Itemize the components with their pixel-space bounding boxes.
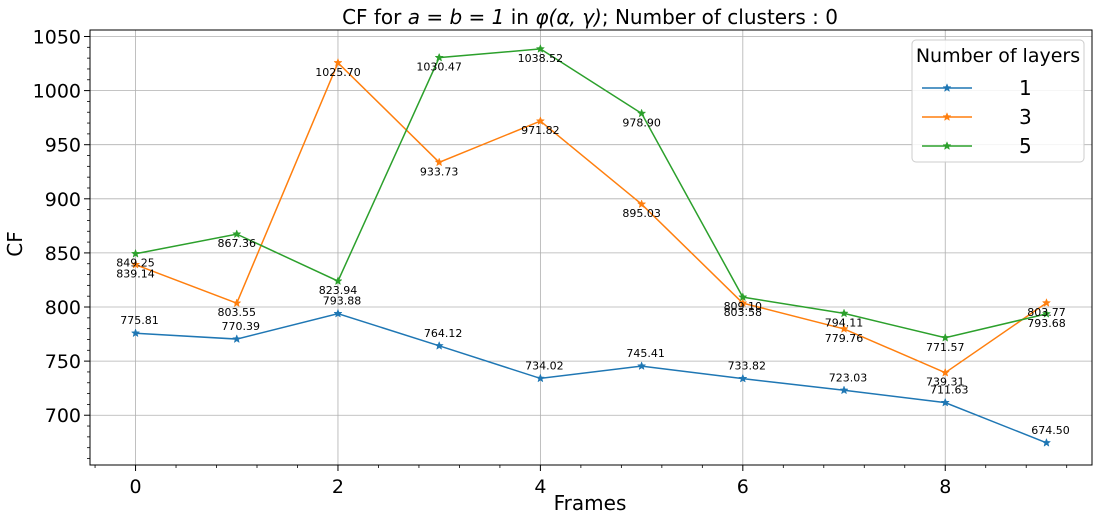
y-tick-label: 950 [45,135,81,157]
data-label: 849.25 [116,257,155,270]
data-point [130,328,141,338]
x-tick-label: 6 [737,476,749,498]
data-label: 745.41 [626,347,665,360]
data-label: 734.02 [525,359,564,372]
data-label: 1030.47 [416,61,462,74]
data-point [333,57,343,67]
data-point [1041,437,1052,447]
axis-ticks: 0 2 4 6 8 700 750 800 850 900 950 1000 1050 [33,26,1068,498]
data-point [434,52,444,62]
legend-marker [942,112,952,121]
data-point [130,259,141,269]
data-point [535,116,546,126]
data-point [232,298,242,308]
data-point [940,367,950,377]
legend-marker [942,83,952,92]
data-label: 771.57 [926,341,965,354]
legend-marker [942,141,952,150]
y-tick-label: 850 [45,243,81,265]
data-point [333,308,343,318]
data-label: 895.03 [622,207,661,220]
y-tick-label: 1000 [33,81,81,103]
data-label: 803.77 [1027,306,1066,319]
data-point [535,44,546,53]
y-axis-label: CF [3,231,27,256]
data-label: 723.03 [829,371,868,384]
data-label: 867.36 [218,237,257,250]
data-label: 933.73 [420,165,459,178]
data-point [738,298,748,308]
data-point [738,373,748,383]
data-point [940,332,950,342]
data-label: 1038.52 [518,52,564,65]
data-label: 803.58 [724,306,763,319]
data-point [130,248,141,258]
data-point [940,397,950,407]
data-point [333,276,343,286]
legend-entry-label: 1 [1019,76,1032,100]
data-labels: 775.81 770.39 793.88 764.12 734.02 745.41 733.… [116,52,1069,437]
legend-entry-label: 3 [1019,105,1032,129]
data-point [636,361,647,371]
series-line-3 [135,61,1047,374]
data-point [738,292,748,302]
y-tick-label: 1050 [33,26,81,48]
x-tick-label: 0 [129,476,141,498]
legend-entry-label: 5 [1019,134,1032,158]
grid-lines [90,30,1092,465]
data-point [434,157,444,167]
legend: Number of layers 1 3 5 [911,39,1085,163]
chart-title: CF for a = b = 1 in φ(α, γ); Number of c… [342,5,838,29]
data-point [636,108,647,118]
data-label: 775.81 [120,314,159,327]
data-point [839,385,849,395]
x-tick-label: 4 [534,476,546,498]
data-label: 793.88 [323,295,362,308]
data-label: 711.63 [930,384,969,397]
data-label: 674.50 [1031,424,1070,437]
data-point [232,229,242,239]
data-label: 839.14 [116,268,155,281]
data-point [535,373,546,383]
data-label: 794.11 [825,316,864,329]
data-label: 770.39 [222,320,261,333]
y-tick-label: 700 [45,405,81,427]
data-label: 803.55 [218,306,257,319]
data-label: 978.90 [622,116,661,129]
data-label: 779.76 [825,332,864,345]
data-label: 739.31 [926,376,965,389]
data-point [1041,298,1052,307]
data-point [1041,308,1052,318]
series-line-1 [135,312,1047,444]
data-point [839,324,849,333]
data-label: 733.82 [728,360,767,373]
data-point [434,340,444,350]
plot-frame [89,29,1093,466]
series-line-5 [135,48,1047,339]
data-point [232,334,242,344]
legend-box [911,39,1085,163]
data-point [636,199,647,209]
data-label: 764.12 [424,327,463,340]
data-label: 971.82 [521,124,560,137]
y-tick-label: 750 [45,351,81,373]
legend-title: Number of layers [916,45,1080,67]
data-point [839,308,849,318]
data-label: 793.68 [1027,317,1066,330]
data-label: 1025.70 [315,66,361,79]
x-tick-label: 8 [939,476,951,498]
plot-series [130,44,1052,447]
x-tick-label: 2 [332,476,344,498]
x-axis-label: Frames [554,491,627,515]
y-tick-label: 900 [45,189,81,211]
data-label: 809.10 [724,300,763,313]
data-label: 823.94 [319,284,358,297]
y-tick-label: 800 [45,297,81,319]
